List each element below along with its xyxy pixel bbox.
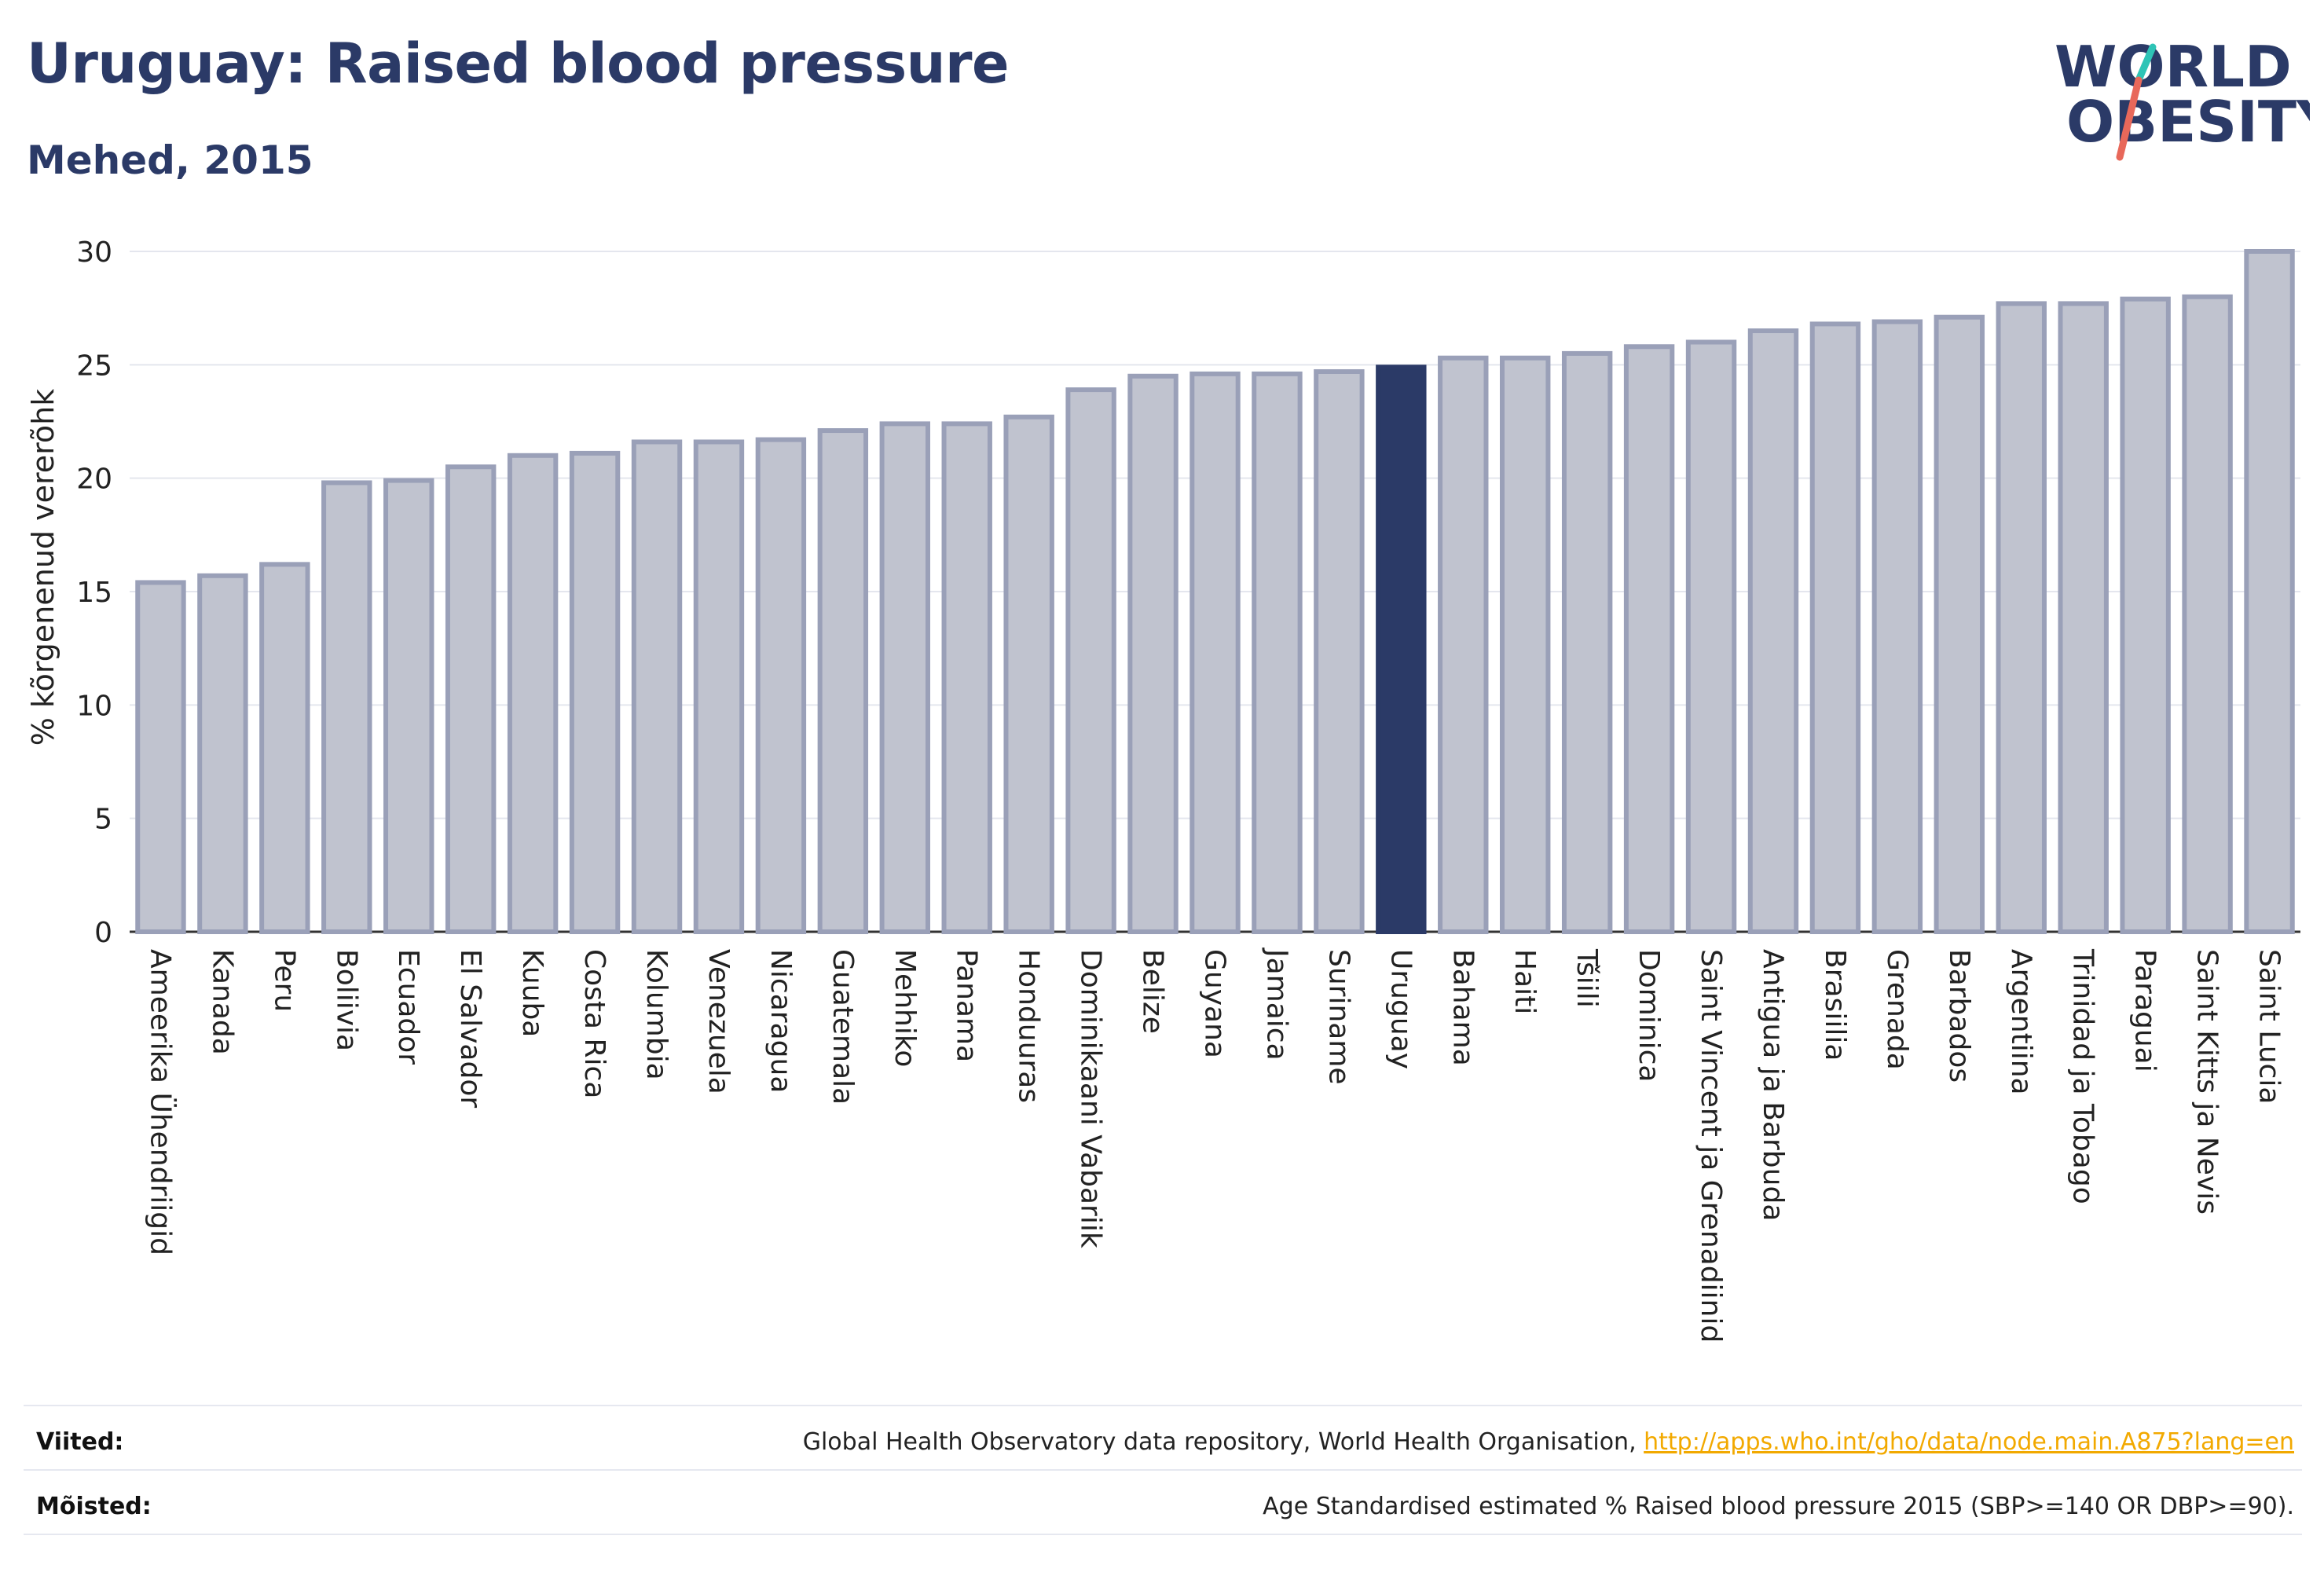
x-tick-label: Tšiili: [1571, 948, 1603, 1008]
bar: [1500, 355, 1551, 934]
bar: [197, 573, 248, 934]
x-tick-label: Guyana: [1199, 949, 1231, 1058]
chart-title: Uruguay: Raised blood pressure: [27, 31, 1010, 96]
bar: [941, 421, 992, 934]
logo-slash-coral: [2116, 76, 2143, 161]
y-tick-label: 10: [76, 690, 112, 722]
bar: [321, 480, 372, 934]
y-tick-label: 5: [94, 804, 112, 836]
x-tick-label: Antigua ja Barbuda: [1757, 949, 1789, 1221]
sources-link[interactable]: http://apps.who.int/gho/data/node.main.A…: [1644, 1428, 2294, 1456]
sources-text: Global Health Observatory data repositor…: [803, 1428, 2294, 1456]
x-tick-label: Guatemala: [827, 949, 859, 1105]
bar: [1996, 301, 2047, 935]
y-tick-label: 25: [76, 350, 112, 382]
x-tick-label: Ameerika Ühendriigid: [144, 949, 177, 1255]
x-tick-label: Haiti: [1508, 949, 1541, 1014]
definitions-label: Mõisted:: [36, 1493, 152, 1520]
x-tick-label: Venezuela: [702, 949, 735, 1094]
bars: [135, 249, 2295, 935]
world-obesity-logo: WORLD OBESITY: [2055, 34, 2310, 161]
x-tick-label: Saint Vincent ja Grenadiinid: [1695, 949, 1727, 1343]
x-tick-label: Kuuba: [516, 949, 548, 1037]
x-tick-label: Costa Rica: [578, 949, 610, 1098]
bar: [631, 439, 683, 934]
bar-highlighted: [1376, 365, 1427, 935]
x-tick-labels: Ameerika Ühendriigid Kanada Peru Boliivia Ec…: [144, 947, 2285, 1343]
y-tick-label: 15: [76, 577, 112, 609]
bar: [259, 562, 310, 934]
x-tick-label: Kanada: [206, 949, 238, 1055]
x-tick-label: Bahama: [1446, 949, 1479, 1066]
chart-subtitle: Mehed, 2015: [27, 137, 313, 183]
x-tick-label: Suriname: [1322, 949, 1354, 1085]
bar: [445, 464, 497, 934]
y-tick-label: 30: [76, 236, 112, 269]
x-tick-label: Grenada: [1881, 949, 1913, 1070]
x-tick-label: Paraguai: [2129, 949, 2161, 1072]
x-tick-label: Uruguay: [1384, 949, 1417, 1069]
bar: [1314, 368, 1365, 934]
bar: [817, 428, 869, 934]
bar: [693, 439, 745, 934]
x-tick-label: Jamaica: [1260, 947, 1292, 1061]
x-tick-label: Kolumbia: [640, 949, 673, 1080]
bar: [1685, 339, 1737, 934]
x-tick-label: Honduuras: [1013, 949, 1045, 1103]
bar: [569, 450, 621, 934]
x-tick-label: Ecuador: [392, 949, 424, 1065]
bar: [1934, 314, 1985, 935]
y-tick-label: 0: [94, 917, 112, 949]
x-tick-label: Mehhiko: [889, 949, 921, 1067]
bar: [1809, 321, 1861, 934]
footer-divider-middle: [24, 1469, 2302, 1471]
bar: [1561, 350, 1613, 934]
bar: [1127, 373, 1178, 934]
bar: [2182, 294, 2233, 934]
x-tick-label: Trinidad ja Tobago: [2067, 948, 2099, 1204]
x-tick-label: Argentiina: [2005, 949, 2037, 1095]
bar: [1003, 414, 1054, 934]
x-tick-label: Dominikaani Vabariik: [1075, 949, 1107, 1248]
bar: [1871, 319, 1923, 934]
x-tick-label: Saint Lucia: [2253, 949, 2286, 1104]
y-tick-labels: 0 5 10 15 20 25 30: [76, 236, 112, 949]
bar: [1065, 387, 1116, 934]
y-tick-label: 20: [76, 464, 112, 496]
sources-description: Global Health Observatory data repositor…: [802, 1428, 1644, 1456]
x-tick-label: Brasiilia: [1819, 949, 1851, 1061]
footer-divider-top: [24, 1405, 2302, 1406]
bar: [2120, 296, 2171, 934]
y-axis-label: % kõrgenenud vererõhk: [26, 389, 60, 746]
x-tick-label: Dominica: [1633, 949, 1665, 1083]
bar: [507, 453, 559, 934]
bar: [1747, 328, 1799, 934]
bar: [1623, 344, 1675, 934]
bar: [755, 437, 807, 934]
x-tick-label: El Salvador: [454, 949, 486, 1108]
bar: [383, 478, 434, 934]
x-tick-label: Boliivia: [330, 949, 362, 1051]
definitions-text: Age Standardised estimated % Raised bloo…: [1263, 1493, 2294, 1520]
x-tick-label: Peru: [268, 949, 300, 1012]
bar: [2058, 301, 2109, 935]
x-tick-label: Belize: [1137, 949, 1169, 1034]
logo-slash-teal: [2135, 43, 2157, 84]
x-tick-label: Barbados: [1943, 949, 1975, 1083]
sources-label: Viited:: [36, 1428, 124, 1456]
bar: [2244, 249, 2295, 934]
bar-chart: 0 5 10 15 20 25 30 Ameerika Ühendriigid Kanada P…: [26, 236, 2300, 1343]
bar: [1252, 371, 1303, 934]
footer-divider-bottom: [24, 1534, 2302, 1535]
logo-line2: OBESITY: [2066, 89, 2310, 155]
bar: [1438, 355, 1489, 934]
x-tick-label: Nicaragua: [764, 949, 797, 1093]
x-tick-label: Saint Kitts ja Nevis: [2191, 949, 2223, 1215]
logo-line1: WORLD: [2055, 34, 2292, 100]
x-tick-label: Panama: [951, 949, 983, 1062]
bar: [1189, 371, 1241, 934]
bar: [879, 421, 930, 934]
bar: [135, 580, 186, 934]
